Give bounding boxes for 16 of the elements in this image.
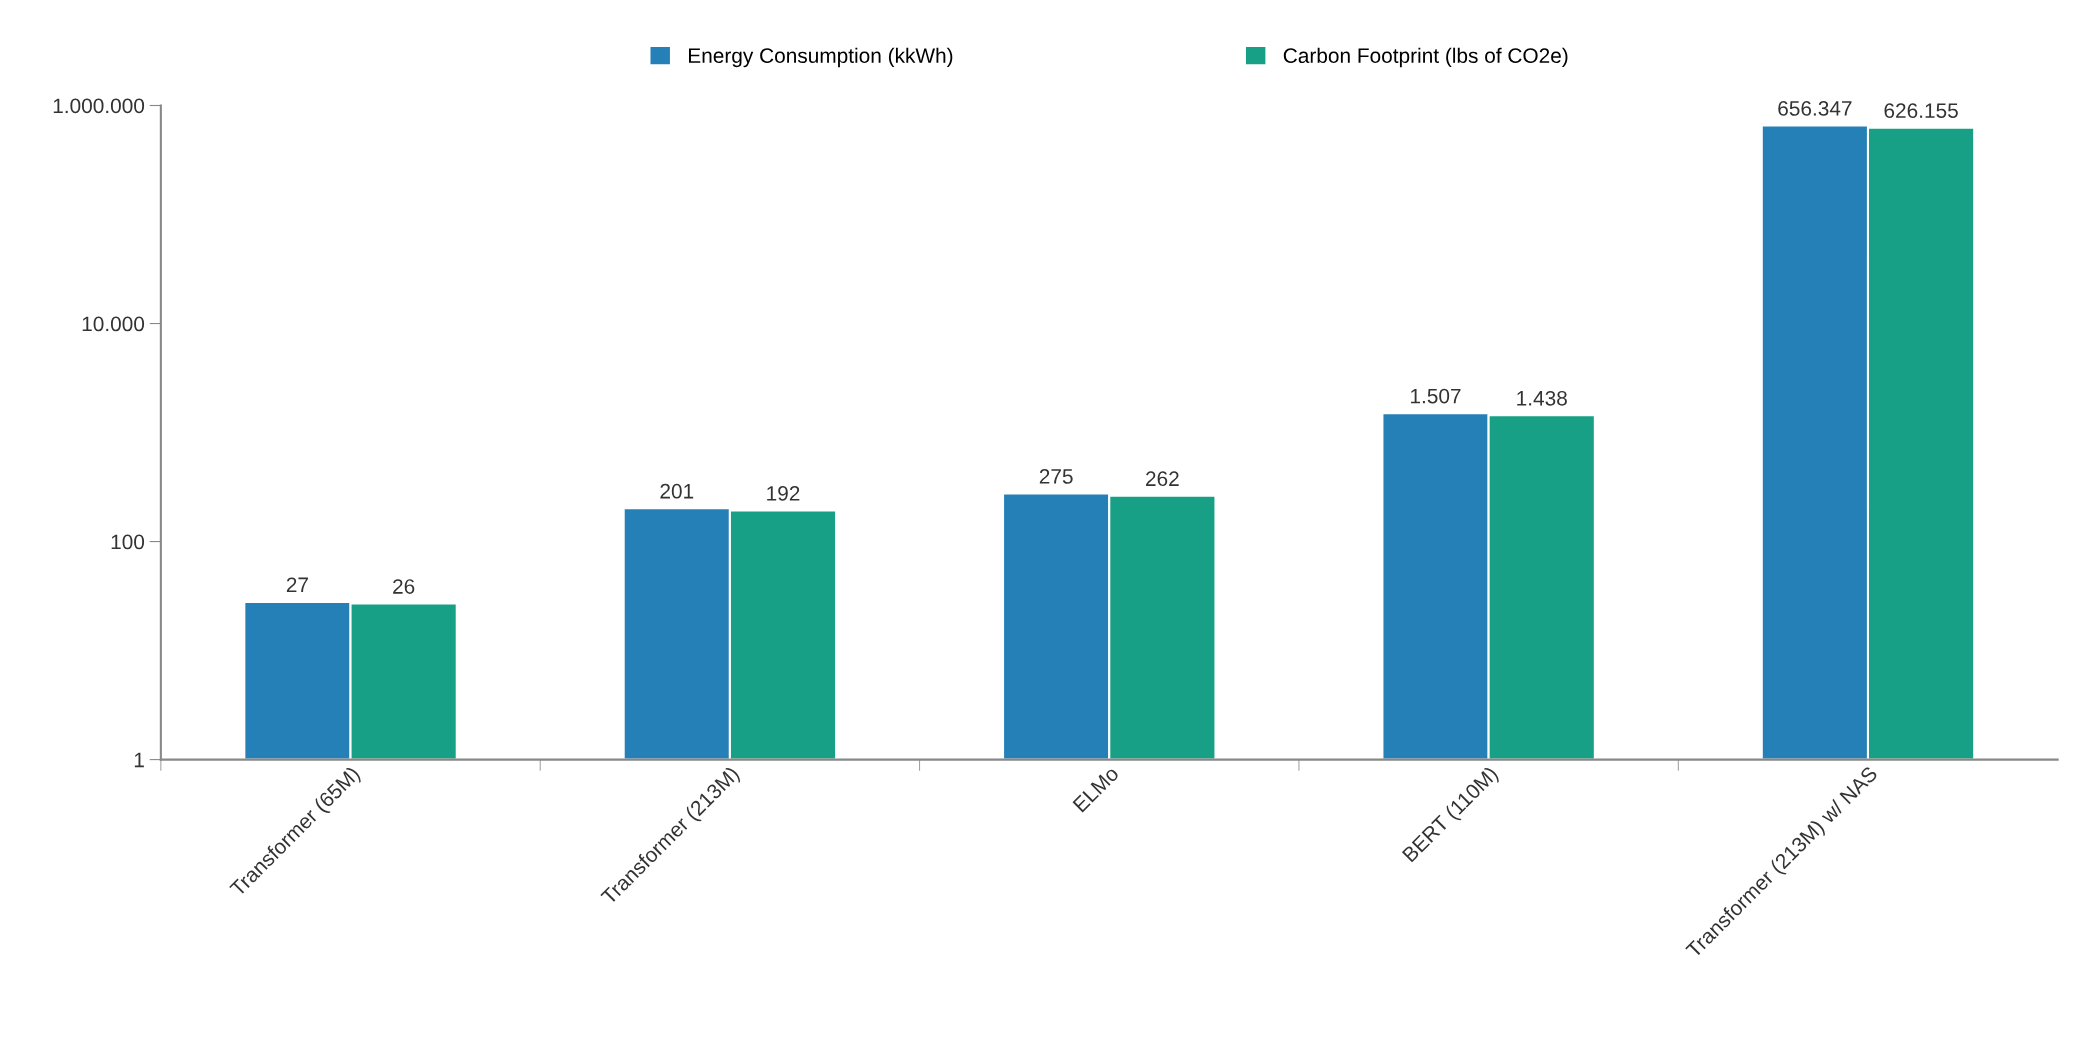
y-tick-label: 1 [134, 752, 144, 768]
data-label: 192 [767, 486, 800, 501]
data-label: 201 [660, 483, 694, 499]
data-label: 1.438 [1517, 390, 1567, 406]
legend-label: Energy Consumption (kkWh) [689, 47, 953, 68]
data-label: 626.155 [1884, 103, 1958, 118]
y-tick-label: 10.000 [82, 316, 145, 332]
data-label: 275 [1039, 469, 1073, 484]
data-label: 1.507 [1411, 388, 1461, 404]
data-label: 262 [1146, 471, 1179, 487]
data-label: 27 [286, 577, 308, 592]
legend-label: Carbon Footprint (lbs of CO2e) [1283, 47, 1568, 68]
data-label: 656.347 [1778, 101, 1852, 116]
data-label: 26 [393, 579, 415, 594]
y-tick-label: 1.000.000 [53, 98, 145, 114]
y-tick-label: 100 [111, 534, 145, 550]
